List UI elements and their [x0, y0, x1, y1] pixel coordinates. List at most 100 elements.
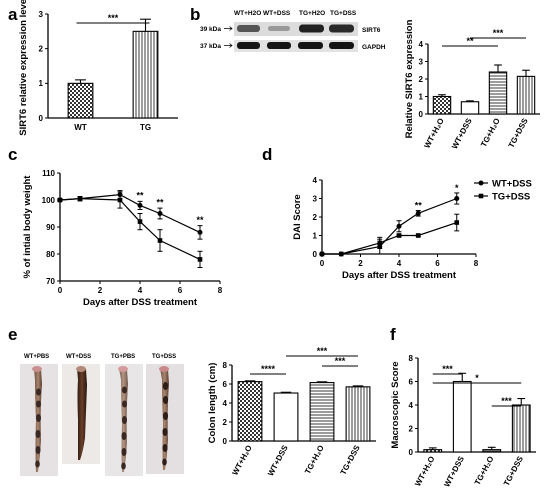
significance-marker: ***: [108, 13, 119, 23]
x-tick-label: TG+H₂O: [479, 117, 502, 149]
bar-tg-h-o: [482, 449, 502, 453]
chart-e-colon-length: 0 2 4 6 8 Colon length (cm) WT+H₂O WT+DSS TG+H₂O…: [207, 346, 376, 478]
x-tick-label: WT+H₂O: [413, 455, 436, 488]
blot-kda-label: 39 kDa: [200, 26, 221, 33]
blot-band: [267, 42, 291, 49]
blot-band: [237, 25, 260, 32]
data-point: [137, 219, 143, 224]
photo-label: TG+PBS: [111, 354, 135, 360]
blot-band: [299, 24, 324, 33]
y-tick-label: 100: [42, 196, 56, 205]
data-point: [137, 202, 143, 208]
blot-lane-label: TG+DSS: [330, 10, 357, 17]
panel-label-b: b: [190, 5, 200, 24]
data-point: [57, 197, 63, 203]
blot-protein-label: SIRT6: [362, 27, 381, 34]
bar-tg-h-o: [309, 382, 335, 442]
x-tick-label: TG+DSS: [507, 116, 530, 149]
series-line: [59, 198, 201, 260]
y-tick-label: 6: [409, 377, 414, 386]
bar-wt-h-o: [237, 381, 263, 442]
series-line: [322, 221, 457, 255]
y-tick-label: 0: [39, 114, 44, 123]
photo-label: WT+DSS: [66, 354, 91, 360]
y-tick-label: 2: [223, 418, 228, 427]
data-point: [415, 210, 421, 216]
blot-lane-label: TG+H2O: [299, 10, 325, 17]
colon-specimen: [32, 366, 42, 372]
y-tick-label: 1: [39, 79, 44, 88]
blot-membrane-gapdh: [234, 40, 358, 52]
x-tick-label: TG: [140, 123, 151, 132]
series-line: [322, 197, 457, 255]
x-tick-label: WT+DSS: [266, 443, 290, 477]
significance-marker: **: [156, 197, 164, 207]
panel-label-d: d: [262, 145, 272, 164]
y-tick-label: 6: [223, 380, 228, 389]
y-tick-label: 2: [409, 424, 414, 433]
data-point: [377, 240, 383, 246]
y-tick-label: 4: [313, 176, 318, 185]
bar-wt-dss: [460, 101, 480, 115]
colon-pellets: [162, 382, 169, 466]
x-tick-label: 6: [435, 259, 440, 268]
significance-marker: **: [415, 201, 423, 211]
western-blot: WT+H2O WT+DSS TG+H2O TG+DSS 39 kDa 37 kD…: [200, 10, 386, 52]
x-axis-label: Days after DSS treatment: [83, 297, 198, 308]
y-tick-label: 4: [409, 401, 414, 410]
data-point: [454, 220, 460, 225]
bar-wt: [67, 82, 94, 119]
blot-band: [329, 42, 354, 49]
panel-label-e: e: [8, 325, 17, 344]
colon-pellets: [35, 388, 41, 468]
data-point: [157, 238, 163, 243]
bar-wt-h-o: [423, 449, 443, 453]
bar-tg-h-o: [488, 71, 508, 115]
x-tick-label: WT+H₂O: [230, 444, 253, 477]
y-tick-label: 90: [46, 223, 55, 232]
colon-pellets: [121, 386, 127, 470]
blot-lane-label: WT+DSS: [263, 10, 291, 17]
y-tick-label: 4: [419, 40, 424, 49]
bar-wt-h-o: [432, 95, 452, 115]
chart-a-sirt6-expression: 0 1 2 3 SIRT6 relative expression level WT TG *…: [18, 0, 178, 136]
y-tick-label: 8: [409, 354, 414, 363]
x-tick-label: 2: [98, 286, 103, 295]
colon-specimen: [76, 366, 86, 372]
data-point: [338, 251, 344, 257]
x-tick-label: TG+DSS: [339, 443, 362, 476]
significance-marker: ***: [317, 346, 328, 356]
y-tick-label: 3: [313, 194, 318, 203]
y-tick-label: 3: [39, 10, 44, 19]
y-tick-label: 1: [313, 231, 318, 240]
blot-membrane-sirt6: [234, 22, 358, 36]
data-point: [415, 233, 421, 238]
significance-marker: *: [475, 373, 479, 383]
y-tick-label: 2: [313, 213, 318, 222]
colon-specimen: [77, 366, 87, 460]
y-axis-label: % of intial body weight: [22, 175, 33, 279]
x-tick-label: TG+DSS: [502, 454, 525, 487]
blot-band: [268, 26, 290, 31]
colon-photos: WT+PBS WT+DSS TG+PBS TG+DSS: [20, 354, 184, 476]
data-point: [157, 211, 163, 216]
blot-band: [237, 42, 260, 49]
data-point: [396, 223, 402, 229]
y-tick-label: 4: [223, 399, 228, 408]
chart-c-body-weight: 70 80 90 100 110 0 2 4 6 8 Days after DSS treatmen…: [22, 169, 223, 308]
blot-band: [329, 24, 354, 33]
significance-marker: **: [466, 36, 474, 46]
y-tick-label: 8: [223, 361, 228, 370]
y-tick-label: 1: [419, 92, 424, 101]
significance-marker: *: [455, 183, 459, 193]
data-point: [396, 233, 402, 238]
x-tick-label: 8: [218, 286, 223, 295]
data-point: [197, 257, 203, 262]
y-tick-label: 2: [39, 44, 44, 53]
panel-label-f: f: [390, 325, 396, 344]
x-tick-label: 4: [397, 259, 402, 268]
legend-label-tg-dss: TG+DSS: [492, 192, 530, 203]
significance-marker: ***: [335, 356, 346, 366]
blot-arrow-icon: [224, 43, 233, 48]
y-tick-label: 3: [419, 57, 424, 66]
